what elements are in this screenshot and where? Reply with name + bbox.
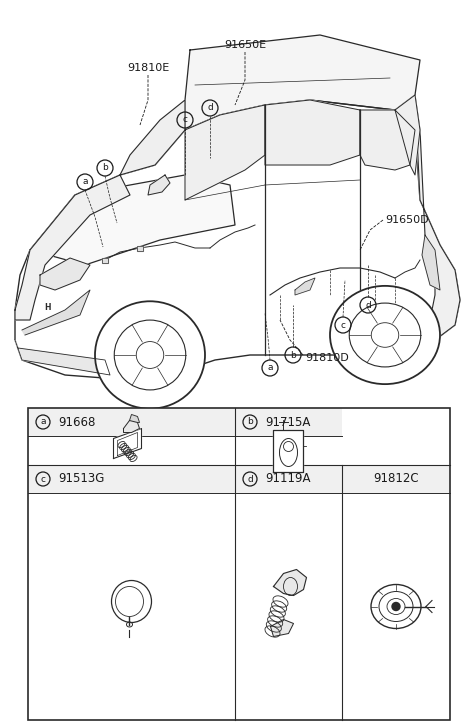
- Text: 91668: 91668: [58, 416, 95, 428]
- Text: 91715A: 91715A: [265, 416, 310, 428]
- Polygon shape: [113, 428, 142, 459]
- Polygon shape: [422, 235, 440, 290]
- Polygon shape: [273, 430, 303, 472]
- Text: 91810D: 91810D: [305, 353, 349, 363]
- Text: c: c: [182, 116, 188, 124]
- Text: b: b: [247, 417, 253, 427]
- Polygon shape: [22, 290, 90, 335]
- Polygon shape: [271, 619, 293, 637]
- Polygon shape: [129, 414, 139, 422]
- Bar: [28, 408, 450, 720]
- Polygon shape: [15, 175, 130, 320]
- Polygon shape: [185, 105, 265, 200]
- Text: c: c: [40, 475, 46, 483]
- Bar: [28, 465, 235, 493]
- Bar: [137, 246, 143, 251]
- Text: 91119A: 91119A: [265, 473, 310, 486]
- Polygon shape: [148, 175, 170, 195]
- Ellipse shape: [330, 286, 440, 384]
- Polygon shape: [40, 258, 90, 290]
- Text: 91650D: 91650D: [385, 215, 428, 225]
- Polygon shape: [295, 278, 315, 295]
- Text: c: c: [340, 321, 346, 329]
- Bar: [342, 465, 450, 493]
- Polygon shape: [185, 35, 420, 130]
- Text: b: b: [290, 350, 296, 359]
- Polygon shape: [415, 95, 460, 340]
- Polygon shape: [273, 569, 307, 595]
- Text: d: d: [247, 475, 253, 483]
- Bar: [102, 257, 108, 262]
- Polygon shape: [30, 175, 235, 265]
- Text: a: a: [82, 177, 88, 187]
- Bar: [137, 246, 143, 251]
- Polygon shape: [265, 100, 360, 165]
- Text: 91650E: 91650E: [224, 40, 266, 50]
- Bar: [102, 257, 108, 262]
- Circle shape: [392, 603, 400, 611]
- Polygon shape: [120, 100, 185, 175]
- Text: 91812C: 91812C: [373, 473, 419, 486]
- Text: a: a: [267, 364, 273, 372]
- Text: b: b: [102, 164, 108, 172]
- Text: d: d: [365, 300, 371, 310]
- Bar: [235, 465, 342, 493]
- Polygon shape: [395, 95, 420, 175]
- Text: d: d: [207, 103, 213, 113]
- Bar: [28, 408, 235, 436]
- Ellipse shape: [95, 301, 205, 409]
- Polygon shape: [15, 100, 460, 380]
- Polygon shape: [15, 340, 110, 375]
- Text: 91513G: 91513G: [58, 473, 104, 486]
- Polygon shape: [124, 420, 139, 433]
- Text: a: a: [40, 417, 46, 427]
- Text: H: H: [45, 303, 51, 313]
- Polygon shape: [360, 110, 415, 170]
- Text: 91810E: 91810E: [127, 63, 169, 73]
- Bar: [235, 408, 342, 436]
